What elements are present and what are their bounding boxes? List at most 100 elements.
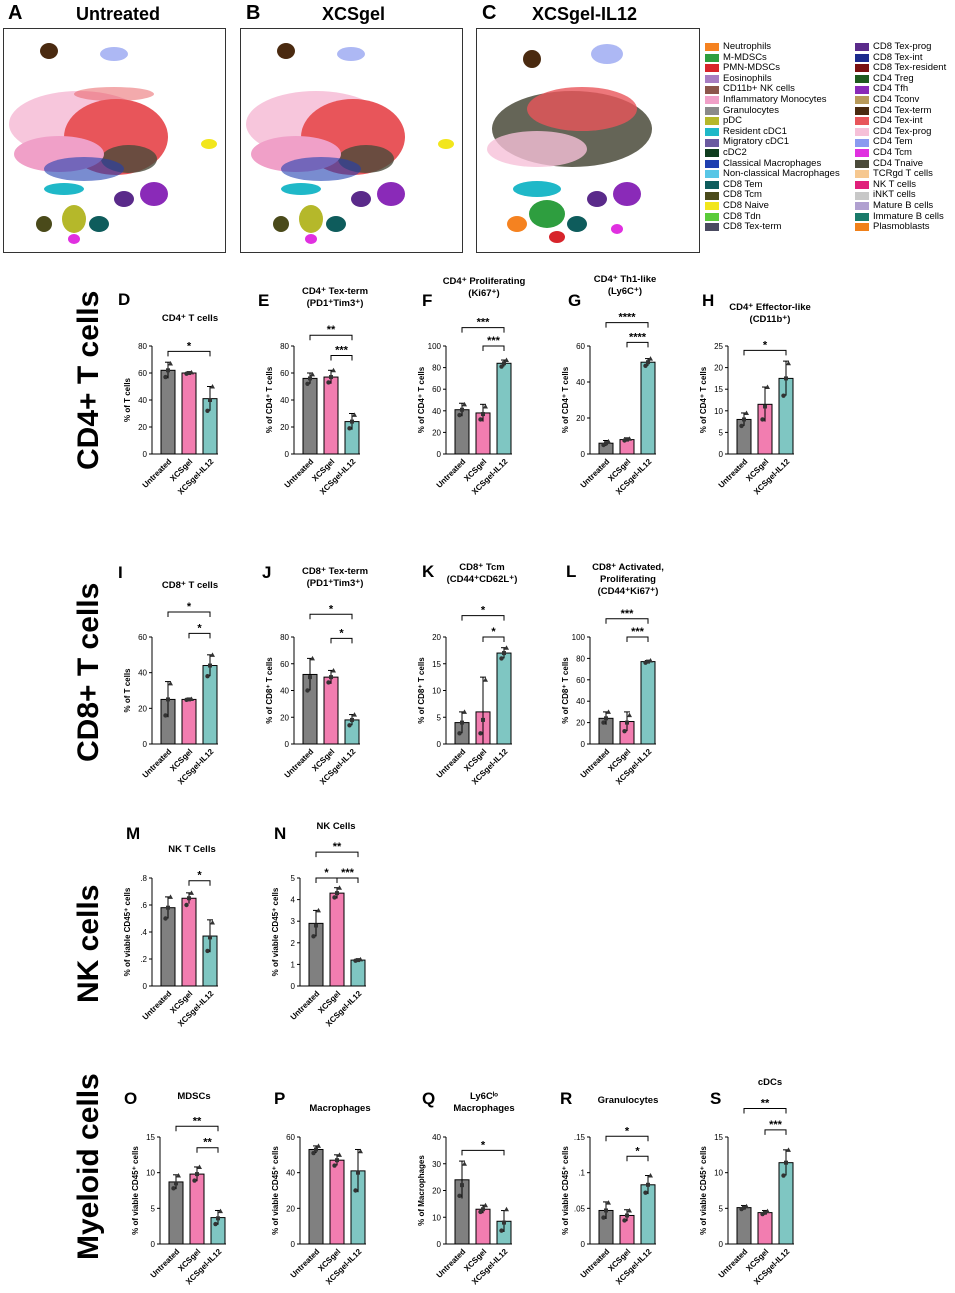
data-point (622, 728, 627, 734)
legend-label: Resident cDC1 (723, 125, 787, 137)
significance-label: * (481, 1139, 486, 1151)
data-point (314, 923, 318, 928)
legend-label: CD4 Treg (873, 72, 914, 84)
legend-swatch (855, 85, 869, 94)
chart-title: Macrophages (309, 1103, 370, 1114)
bar-xcsgel-il12 (640, 361, 656, 455)
bar-xcsgel-il12 (496, 362, 512, 455)
chart-panel-g: G CD4⁺ Th1-like(Ly6C⁺) 0 20 40 60 % of CD4⁺ T … (561, 274, 656, 496)
legend-item: CD4 Tcm (855, 147, 955, 159)
legend-label: PMN-MDSCs (723, 62, 780, 74)
legend-swatch (855, 159, 869, 168)
umap-plot-untreated (3, 28, 226, 253)
y-tick-label: 40 (576, 378, 585, 387)
legend-swatch (705, 202, 719, 211)
chart-title: cDCs (758, 1077, 782, 1088)
data-point (337, 1152, 342, 1157)
significance-label: *** (335, 344, 349, 356)
data-point (208, 935, 212, 940)
significance-bracket (605, 1135, 649, 1142)
data-point (763, 404, 767, 409)
panel-letter: E (258, 291, 269, 310)
legend-label: iNKT cells (873, 189, 916, 201)
data-point (358, 956, 363, 962)
significance-label: **** (629, 331, 647, 343)
data-point (168, 894, 173, 899)
chart-panel-f: F CD4⁺ Proliferating(Ki67⁺) 0 20 40 60 80 100 % … (417, 276, 525, 496)
data-point (760, 417, 765, 422)
significance-label: *** (477, 317, 491, 329)
panel-letter: H (702, 291, 714, 310)
bar-xcsgel (329, 1159, 345, 1245)
data-point (335, 891, 339, 896)
legend-item: CD8 Tex-resident (855, 63, 955, 74)
data-point (627, 712, 632, 718)
data-point (308, 376, 312, 381)
legend-label: M-MDSCs (723, 51, 767, 63)
chart-title: Macrophages (453, 1103, 514, 1114)
significance-bracket (336, 877, 359, 883)
legend-item: CD4 Tex-int (855, 116, 955, 127)
data-point (763, 1210, 767, 1215)
y-axis-label: % of CD4⁺ T cells (561, 366, 570, 433)
data-point (205, 674, 210, 679)
bar-untreated (160, 907, 176, 987)
y-axis-label: % of T cells (123, 668, 132, 713)
legend-item: Mature B cells (855, 200, 955, 212)
legend-swatch (705, 191, 719, 200)
legend-item: CD11b+ NK cells (705, 84, 840, 95)
legend-item: Inflammatory Monocytes (705, 94, 840, 106)
data-point (311, 1150, 316, 1156)
data-point (781, 1173, 786, 1178)
y-tick-label: .8 (140, 874, 147, 883)
y-tick-label: 20 (138, 423, 147, 432)
x-tick-label: Untreated (579, 747, 612, 780)
significance-label: * (491, 626, 496, 638)
data-point (643, 1190, 648, 1195)
data-point (483, 403, 488, 409)
legend-swatch (855, 149, 869, 158)
panel-letter-b: B (246, 2, 261, 24)
chart-panel-i: I CD8⁺ T cells 0 20 40 60 % of T cells Untreate… (118, 563, 218, 786)
data-point (739, 423, 744, 429)
bar-xcsgel-il12 (496, 652, 512, 745)
chart-title: CD4⁺ Proliferating (443, 276, 526, 287)
data-point (353, 1188, 358, 1193)
data-point (462, 1161, 467, 1166)
panel-letter: I (118, 563, 123, 582)
data-point (305, 688, 310, 693)
data-point (187, 896, 191, 901)
data-point (316, 1143, 321, 1148)
y-tick-label: 60 (280, 369, 289, 378)
data-point (646, 360, 650, 365)
data-point (316, 907, 321, 913)
y-tick-label: 5 (291, 874, 296, 883)
legend-swatch (855, 96, 869, 105)
y-tick-label: 40 (138, 396, 147, 405)
y-axis-label: % of CD8⁺ T cells (265, 657, 274, 724)
y-tick-label: 0 (437, 450, 442, 459)
legend-item: CD4 Tfh (855, 84, 955, 95)
data-point (646, 1182, 650, 1187)
x-tick-label: Untreated (435, 747, 468, 780)
significance-bracket (167, 350, 211, 357)
data-point (604, 1208, 608, 1213)
panel-letter: K (422, 562, 435, 581)
data-point (648, 1173, 653, 1178)
legend-label: Classical Macrophages (723, 157, 822, 169)
data-point (163, 713, 168, 718)
y-tick-label: 0 (285, 450, 290, 459)
data-point (742, 417, 746, 422)
y-tick-label: 0 (581, 740, 586, 749)
chart-title: Ly6Cˡᵒ (470, 1091, 498, 1102)
y-tick-label: 20 (432, 428, 441, 437)
legend-swatch (705, 138, 719, 147)
data-point (460, 407, 464, 412)
chart-title: CD4⁺ Effector-like (729, 302, 811, 313)
y-tick-label: 1 (291, 960, 296, 969)
panel-letter: Q (422, 1089, 435, 1108)
significance-label: **** (618, 312, 636, 324)
data-point (502, 1220, 506, 1225)
